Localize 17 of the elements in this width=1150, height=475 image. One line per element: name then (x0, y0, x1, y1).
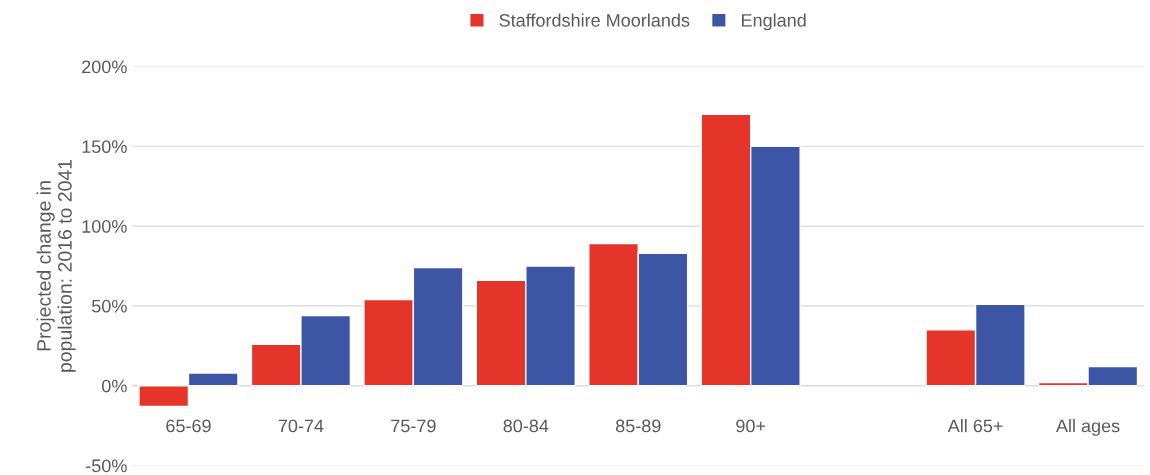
y-tick-label: 50% (91, 299, 127, 313)
x-tick-label: All ages (1055, 419, 1120, 436)
x-tick-label: 70-74 (278, 419, 324, 433)
x-tick-label: 90+ (736, 419, 766, 433)
x-tick-label: 80-84 (503, 419, 549, 433)
legend-label: Staffordshire Moorlands (499, 13, 690, 27)
y-axis-title: Projected change in population: 2016 to 2041 (36, 159, 76, 372)
x-tick-label: 75-79 (391, 419, 436, 433)
y-tick-label: 100% (82, 220, 127, 233)
x-tick-label: 85-89 (615, 419, 661, 433)
y-tick-label: 200% (82, 60, 127, 74)
y-tick-label: 0% (102, 379, 127, 393)
legend-label: England (742, 13, 806, 31)
y-tick-label: 150% (82, 140, 127, 154)
x-tick-label: All 65+ (947, 419, 1003, 433)
y-tick-label: -50% (86, 459, 127, 473)
x-tick-label: 65-69 (166, 419, 211, 433)
